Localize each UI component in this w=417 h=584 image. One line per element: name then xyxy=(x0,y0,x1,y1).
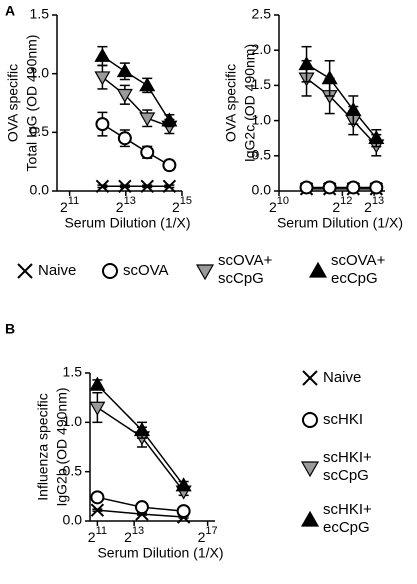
x-axis-title: Serum Dilution (1/X) xyxy=(277,215,403,231)
legend-label: scHKI+ scCpG xyxy=(323,449,372,484)
y-tick-label: 0.0 xyxy=(252,182,272,198)
series-line xyxy=(102,123,170,166)
marker xyxy=(140,179,154,194)
marker-stroke xyxy=(302,370,318,386)
marker xyxy=(161,112,178,127)
x-tick-label: 213 xyxy=(364,195,384,215)
marker xyxy=(134,500,149,515)
marker xyxy=(118,179,132,194)
marker xyxy=(139,112,156,127)
marker xyxy=(133,422,150,437)
marker xyxy=(95,179,110,194)
y-tick-label: 1.0 xyxy=(252,111,272,127)
y-axis-title: IgG2b (OD 490nm) xyxy=(54,387,70,506)
marker xyxy=(176,504,191,519)
panel-label: B xyxy=(5,321,15,337)
y-tick-label: 0.5 xyxy=(30,123,50,139)
y-axis-title: IgG2c (OD 490nm) xyxy=(242,44,258,162)
series-line xyxy=(101,76,170,128)
marker xyxy=(175,477,192,492)
y-tick-label: 1.0 xyxy=(63,413,83,429)
series-line xyxy=(96,406,185,492)
x-tick-label: 213 xyxy=(116,195,136,215)
x-tick-label: 211 xyxy=(60,195,79,215)
marker xyxy=(117,131,132,146)
marker xyxy=(302,412,318,428)
y-axis-title: Total IgG (OD 490nm) xyxy=(24,35,40,172)
marker xyxy=(300,461,320,478)
y-tick-label: 1.5 xyxy=(30,6,50,22)
marker-stroke xyxy=(90,503,105,517)
y-axis-title: Influenza specific xyxy=(35,393,51,500)
marker xyxy=(90,490,105,505)
marker xyxy=(17,263,33,279)
legend-label: scHKI xyxy=(323,411,364,428)
marker xyxy=(89,401,106,416)
x-tick-label: 210 xyxy=(269,195,289,215)
marker xyxy=(369,180,384,195)
y-tick-label: 1.5 xyxy=(63,364,83,380)
x-tick-label: 215 xyxy=(172,195,192,215)
y-axis-title: OVA specific xyxy=(5,64,21,142)
y-tick-label: 0.5 xyxy=(252,147,272,163)
y-tick-label: 2.0 xyxy=(252,41,272,57)
marker-stroke xyxy=(162,179,177,194)
y-tick-label: 1.5 xyxy=(252,76,272,92)
panel-label: A xyxy=(5,3,15,19)
marker xyxy=(368,129,385,145)
x-tick-label: 211 xyxy=(88,525,107,545)
marker xyxy=(162,179,177,194)
x-tick-label: 217 xyxy=(198,525,218,545)
y-tick-label: 0.0 xyxy=(63,512,83,528)
marker xyxy=(95,117,110,132)
x-axis-title: Serum Dilution (1/X) xyxy=(64,215,190,231)
marker xyxy=(116,88,133,103)
marker-stroke xyxy=(140,179,154,194)
legend-label: scOVA+ ecCpG xyxy=(331,252,386,287)
series-line xyxy=(101,55,171,121)
marker xyxy=(102,263,118,279)
marker-stroke xyxy=(17,263,33,279)
legend-label: scOVA+ scCpG xyxy=(218,252,273,287)
series-line xyxy=(306,63,377,139)
x-tick-label: 213 xyxy=(124,525,144,545)
x-tick-label: 212 xyxy=(332,195,352,215)
y-tick-label: 0.0 xyxy=(30,182,50,198)
marker xyxy=(90,503,105,517)
y-tick-label: 2.5 xyxy=(252,6,272,22)
marker xyxy=(116,63,133,78)
y-tick-label: 0.5 xyxy=(63,462,83,478)
marker xyxy=(345,101,362,116)
marker xyxy=(94,47,111,62)
marker xyxy=(139,77,156,92)
marker xyxy=(302,370,318,386)
marker xyxy=(89,376,106,391)
marker xyxy=(298,56,315,71)
legend-label: scOVA xyxy=(123,262,169,279)
marker-stroke xyxy=(118,179,132,194)
marker xyxy=(322,180,337,195)
marker xyxy=(300,510,320,527)
marker xyxy=(94,71,111,86)
marker xyxy=(299,180,314,195)
marker xyxy=(321,70,338,85)
marker-stroke xyxy=(95,179,110,194)
x-axis-title: Serum Dilution (1/X) xyxy=(97,545,223,561)
marker xyxy=(346,180,361,195)
legend-label: Naive xyxy=(323,369,362,386)
marker xyxy=(162,158,177,173)
legend-label: Naive xyxy=(38,262,77,279)
y-axis-title: OVA specific xyxy=(223,64,239,142)
legend-label: scHKI+ ecCpG xyxy=(323,501,372,536)
marker xyxy=(140,145,155,160)
series-line xyxy=(306,77,377,146)
marker xyxy=(195,264,215,281)
y-tick-label: 1.0 xyxy=(30,64,50,80)
marker xyxy=(308,261,328,278)
